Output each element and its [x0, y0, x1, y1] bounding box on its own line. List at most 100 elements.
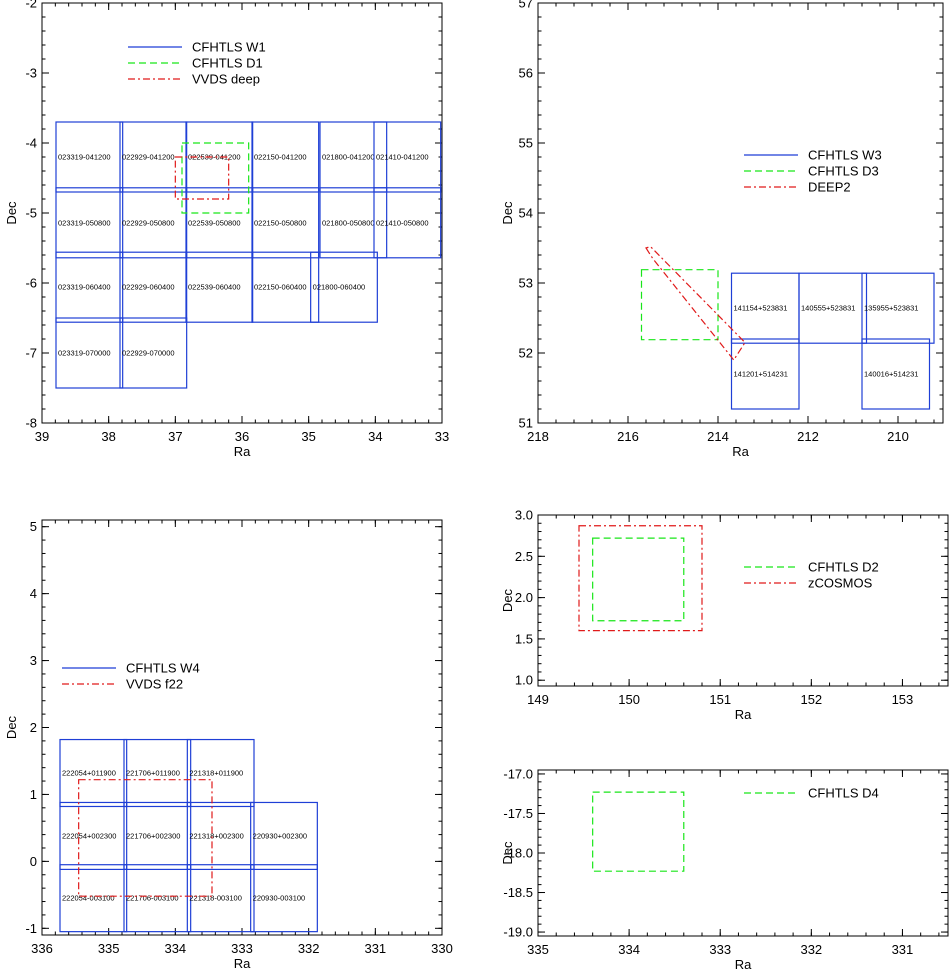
y-axis-title: Dec — [500, 841, 515, 865]
field-label: 021800-041200 — [322, 153, 375, 162]
field-label: 221706+011900 — [126, 769, 180, 778]
field-rect — [55, 187, 124, 259]
panel-p3: 336 335 334 333 332 331 330 -1 0 1 2 3 4 5 Ra Dec 222054… — [4, 519, 453, 971]
field-label: 022929-060400 — [122, 283, 175, 292]
legend-entry: CFHTLS D3 — [808, 164, 879, 179]
x-tick-label: 332 — [298, 941, 320, 956]
x-axis-title: Ra — [732, 444, 749, 459]
field-rect — [174, 156, 230, 200]
field-label: 023319-070000 — [58, 349, 111, 358]
field-label: 222054+002300 — [62, 831, 116, 840]
y-tick-label: 53 — [519, 276, 533, 291]
y-axis-title: Dec — [500, 201, 515, 225]
field-rect — [119, 187, 188, 259]
y-tick-label: -6 — [25, 276, 37, 291]
y-tick-label: -2 — [25, 0, 37, 11]
field-label: 221318+002300 — [189, 831, 243, 840]
plot-frame — [537, 514, 949, 687]
y-tick-label: -8 — [25, 416, 37, 431]
y-tick-label: 54 — [519, 206, 533, 221]
field-label: 221318+011900 — [189, 769, 243, 778]
y-tick-label: -5 — [25, 206, 37, 221]
legend-entry: zCOSMOS — [808, 576, 873, 591]
data-layer: 141154+523831 140555+523831 135955+523831 1… — [640, 245, 935, 410]
y-tick-label: 1 — [30, 787, 37, 802]
x-tick-label: 149 — [527, 692, 549, 707]
x-tick-label: 38 — [101, 429, 115, 444]
x-tick-label: 333 — [231, 941, 253, 956]
y-tick-label: -1 — [25, 921, 37, 936]
field-rect — [592, 791, 685, 872]
legend-entry: CFHTLS W4 — [126, 661, 200, 676]
y-tick-label: 0 — [30, 854, 37, 869]
field-label: 022150-050800 — [254, 218, 307, 227]
field-rect — [578, 525, 703, 632]
y-tick-label: -17.0 — [503, 766, 533, 781]
x-tick-label: 332 — [800, 942, 822, 957]
field-rect — [250, 864, 318, 933]
x-axis-title: Ra — [735, 707, 752, 722]
y-tick-label: 1.5 — [515, 631, 533, 646]
field-rect — [861, 272, 935, 344]
x-tick-label: 212 — [797, 429, 819, 444]
field-rect — [373, 187, 442, 259]
field-rect — [185, 251, 254, 323]
field-rect — [319, 187, 388, 259]
x-tick-label: 334 — [164, 941, 186, 956]
y-tick-label: -4 — [25, 136, 37, 151]
field-label: 021410-050800 — [376, 218, 429, 227]
field-label: 220930+002300 — [253, 831, 307, 840]
field-label: 141201+514231 — [734, 370, 788, 379]
y-tick-label: 52 — [519, 346, 533, 361]
field-rect — [319, 121, 388, 193]
x-tick-label: 334 — [618, 942, 640, 957]
field-label: 023319-041200 — [58, 153, 111, 162]
y-tick-label: 2.5 — [515, 549, 533, 564]
field-label: 135955+523831 — [864, 304, 918, 313]
y-tick-label: 3 — [30, 653, 37, 668]
field-rect — [59, 801, 128, 871]
field-rect — [123, 738, 192, 808]
x-tick-label: 210 — [887, 429, 909, 444]
field-polygon — [645, 245, 746, 362]
x-tick-label: 330 — [431, 941, 453, 956]
field-label: 022539-050800 — [188, 218, 241, 227]
x-tick-label: 335 — [527, 942, 549, 957]
plot-frame — [537, 2, 944, 424]
y-tick-label: 57 — [519, 0, 533, 11]
field-rect — [78, 779, 213, 897]
y-tick-label: 4 — [30, 586, 37, 601]
panel-p4: 149 150 151 152 153 1.0 1.5 2.0 2.5 3.0 Ra Dec CFHTL… — [500, 508, 949, 722]
field-rect — [640, 269, 719, 341]
field-rect — [730, 338, 800, 410]
field-rect — [373, 121, 442, 193]
field-label: 140555+523831 — [801, 304, 855, 313]
legend-entry: VVDS f22 — [126, 677, 183, 692]
data-layer: 222054+011900 221706+011900 221318+011900 2… — [59, 738, 318, 933]
x-tick-label: 336 — [31, 941, 53, 956]
field-rect — [251, 121, 320, 193]
y-axis-title: Dec — [500, 588, 515, 612]
x-tick-label: 216 — [617, 429, 639, 444]
field-rect — [186, 801, 255, 871]
field-rect — [861, 338, 931, 410]
legend-entry: CFHTLS D1 — [192, 56, 263, 71]
field-label: 221318-003100 — [189, 894, 242, 903]
x-tick-label: 331 — [364, 941, 386, 956]
field-label: 023319-050800 — [58, 218, 111, 227]
field-label: 141154+523831 — [734, 304, 788, 313]
y-tick-label: -3 — [25, 66, 37, 81]
field-rect — [119, 317, 188, 389]
y-tick-label: 1.0 — [515, 673, 533, 688]
y-tick-label: -7 — [25, 346, 37, 361]
x-tick-label: 35 — [301, 429, 315, 444]
legend-entry: VVDS deep — [192, 72, 260, 87]
field-label: 022539-041200 — [188, 153, 241, 162]
data-layer — [578, 525, 703, 632]
y-tick-label: 55 — [519, 136, 533, 151]
field-rect — [186, 738, 255, 808]
field-rect — [123, 864, 192, 933]
